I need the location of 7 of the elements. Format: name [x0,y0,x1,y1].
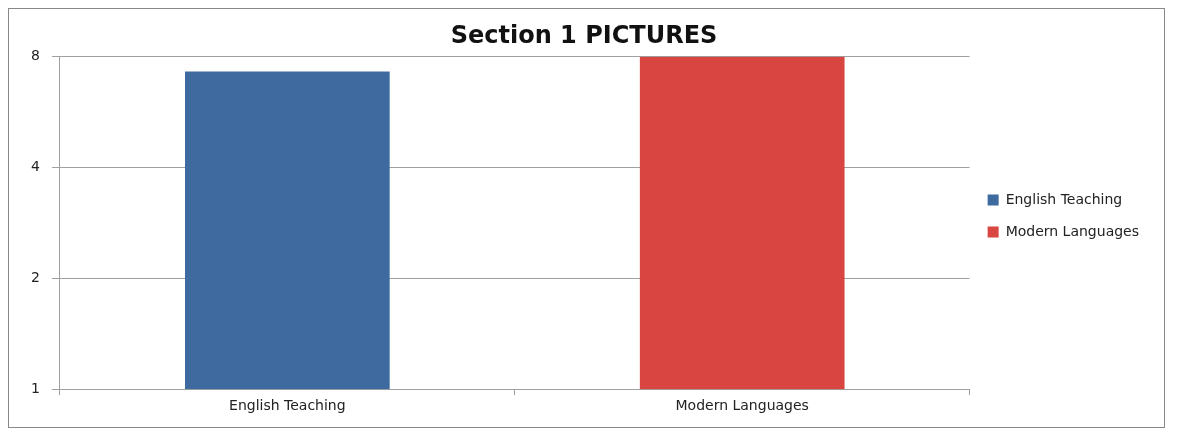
chart-title: Section 1 PICTURES [450,20,718,49]
legend-label: Modern Languages [1005,222,1140,239]
y-tick-label: 8 [30,47,40,64]
y-tick-label: 1 [30,379,40,396]
y-tick-label: 4 [30,158,40,175]
y-tick-label: 2 [30,269,40,286]
legend-label: English Teaching [1005,190,1123,207]
